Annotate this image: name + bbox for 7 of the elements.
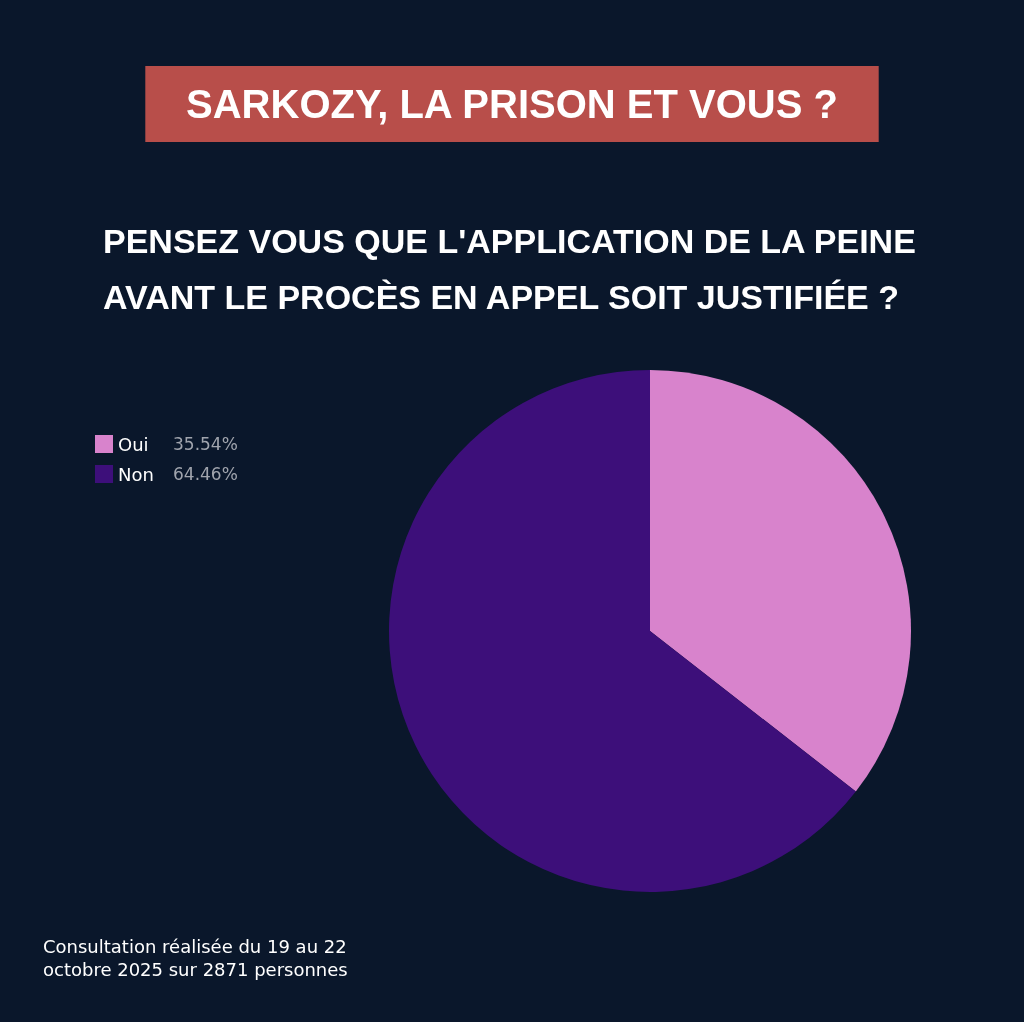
data-label: 35.54% [173,434,238,454]
chart-title: SARKOZY, LA PRISON ET VOUS ? [186,82,838,126]
legend-label: Oui [118,433,149,455]
text: Consultation réalisée du 19 au 22 octobre 2025 sur 2871 personnes [43,936,348,980]
chart-subtitle: PENSEZ VOUS QUE L'APPLICATION DE LA PEINE AVANT LE PROCÈS EN APPEL SOIT JUSTIFIÉE ? [103,222,916,316]
data-label: 64.46% [173,464,238,484]
legend-label: Non [118,463,154,485]
